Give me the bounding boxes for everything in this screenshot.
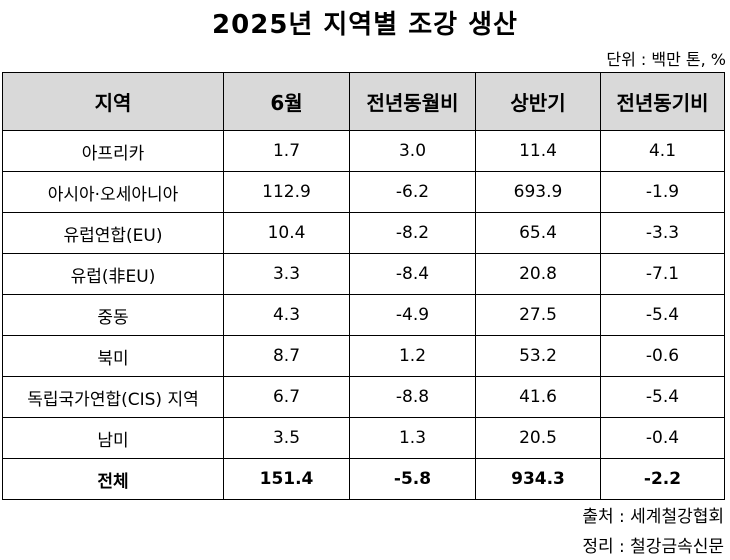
june-cell: 151.4 (223, 458, 350, 500)
unit-note: 단위 : 백만 톤, % (606, 50, 726, 69)
first-half-cell: 11.4 (475, 130, 601, 172)
june-cell: 8.7 (223, 335, 350, 377)
region-cell: 유럽(非EU) (2, 253, 224, 295)
june-yoy-cell: -4.9 (349, 294, 476, 336)
page-title: 2025년 지역별 조강 생산 (212, 10, 518, 40)
june-yoy-cell: 3.0 (349, 130, 476, 172)
first-half-yoy-cell: -0.6 (600, 335, 725, 377)
table-row: 남미 3.5 1.3 20.5 -0.4 (2, 417, 725, 459)
table-row: 유럽(非EU) 3.3 -8.4 20.8 -7.1 (2, 253, 725, 295)
header-region: 지역 (2, 72, 224, 131)
table-row: 유럽연합(EU) 10.4 -8.2 65.4 -3.3 (2, 212, 725, 254)
june-cell: 6.7 (223, 376, 350, 418)
june-yoy-cell: 1.3 (349, 417, 476, 459)
june-cell: 4.3 (223, 294, 350, 336)
region-cell: 아프리카 (2, 130, 224, 172)
first-half-cell: 41.6 (475, 376, 601, 418)
first-half-yoy-cell: -2.2 (600, 458, 725, 500)
first-half-yoy-cell: -0.4 (600, 417, 725, 459)
first-half-yoy-cell: -1.9 (600, 171, 725, 213)
first-half-cell: 693.9 (475, 171, 601, 213)
header-first-half-yoy: 전년동기비 (600, 72, 725, 131)
first-half-yoy-cell: -5.4 (600, 294, 725, 336)
june-yoy-cell: -8.4 (349, 253, 476, 295)
first-half-yoy-cell: 4.1 (600, 130, 725, 172)
region-cell: 중동 (2, 294, 224, 336)
june-cell: 10.4 (223, 212, 350, 254)
total-row: 전체 151.4 -5.8 934.3 -2.2 (2, 458, 725, 500)
first-half-cell: 65.4 (475, 212, 601, 254)
table-row: 독립국가연합(CIS) 지역 6.7 -8.8 41.6 -5.4 (2, 376, 725, 418)
table-row: 북미 8.7 1.2 53.2 -0.6 (2, 335, 725, 377)
table-row: 아시아·오세아니아 112.9 -6.2 693.9 -1.9 (2, 171, 725, 213)
june-yoy-cell: 1.2 (349, 335, 476, 377)
table-row: 아프리카 1.7 3.0 11.4 4.1 (2, 130, 725, 172)
first-half-yoy-cell: -3.3 (600, 212, 725, 254)
header-june-yoy: 전년동월비 (349, 72, 476, 131)
june-cell: 112.9 (223, 171, 350, 213)
june-yoy-cell: -5.8 (349, 458, 476, 500)
header-june: 6월 (223, 72, 350, 131)
region-cell: 아시아·오세아니아 (2, 171, 224, 213)
june-cell: 1.7 (223, 130, 350, 172)
first-half-cell: 20.5 (475, 417, 601, 459)
table-header-row: 지역 6월 전년동월비 상반기 전년동기비 (2, 72, 725, 131)
june-yoy-cell: -8.2 (349, 212, 476, 254)
june-yoy-cell: -8.8 (349, 376, 476, 418)
june-cell: 3.3 (223, 253, 350, 295)
table-row: 중동 4.3 -4.9 27.5 -5.4 (2, 294, 725, 336)
first-half-cell: 934.3 (475, 458, 601, 500)
first-half-cell: 20.8 (475, 253, 601, 295)
editor-note: 정리 : 철강금속신문 (582, 537, 724, 557)
june-yoy-cell: -6.2 (349, 171, 476, 213)
june-cell: 3.5 (223, 417, 350, 459)
region-cell: 유럽연합(EU) (2, 212, 224, 254)
source-note: 출처 : 세계철강협회 (582, 507, 724, 527)
first-half-cell: 53.2 (475, 335, 601, 377)
region-cell: 독립국가연합(CIS) 지역 (2, 376, 224, 418)
steel-production-table: 지역 6월 전년동월비 상반기 전년동기비 아프리카 1.7 3.0 11.4 … (2, 72, 725, 500)
region-cell: 전체 (2, 458, 224, 500)
region-cell: 북미 (2, 335, 224, 377)
first-half-cell: 27.5 (475, 294, 601, 336)
first-half-yoy-cell: -5.4 (600, 376, 725, 418)
region-cell: 남미 (2, 417, 224, 459)
header-first-half: 상반기 (475, 72, 601, 131)
first-half-yoy-cell: -7.1 (600, 253, 725, 295)
